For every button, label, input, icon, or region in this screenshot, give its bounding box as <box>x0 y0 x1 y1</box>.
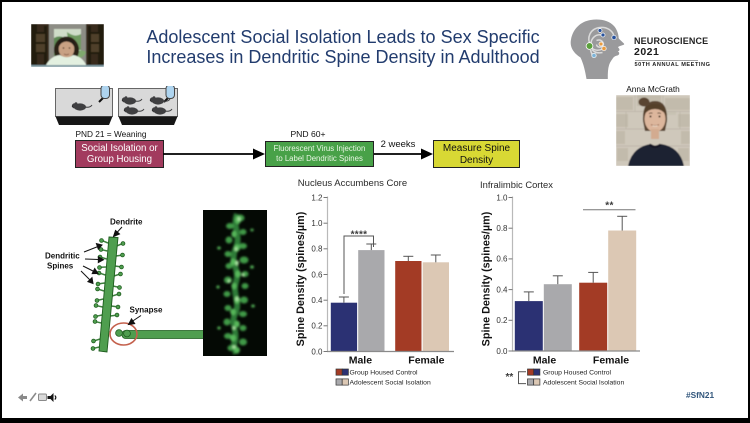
svg-text:Male: Male <box>349 354 373 366</box>
svg-text:Dendritic: Dendritic <box>45 252 80 261</box>
svg-text:****: **** <box>351 230 368 241</box>
svg-text:Group Housed Control: Group Housed Control <box>350 369 418 376</box>
svg-text:1.2: 1.2 <box>311 193 323 202</box>
svg-text:0.2: 0.2 <box>496 316 508 325</box>
svg-text:Nucleus Accumbens Core: Nucleus Accumbens Core <box>298 178 407 189</box>
svg-text:Male: Male <box>533 354 557 366</box>
svg-text:**: ** <box>506 372 514 383</box>
svg-text:Female: Female <box>593 354 629 366</box>
svg-text:0.2: 0.2 <box>311 322 323 331</box>
svg-text:0.4: 0.4 <box>496 285 508 294</box>
svg-text:Female: Female <box>408 354 444 366</box>
svg-text:0.0: 0.0 <box>496 347 508 356</box>
svg-text:Dendrite: Dendrite <box>110 218 143 227</box>
svg-text:Adolescent Social Isolation: Adolescent Social Isolation <box>543 379 624 386</box>
svg-text:1.0: 1.0 <box>311 219 323 228</box>
svg-text:0.0: 0.0 <box>311 347 323 356</box>
svg-text:0.8: 0.8 <box>311 245 323 254</box>
svg-text:Spine Density (spines/µm): Spine Density (spines/µm) <box>295 211 307 346</box>
svg-text:Adolescent Social Isolation: Adolescent Social Isolation <box>350 379 431 386</box>
svg-text:0.6: 0.6 <box>496 255 508 264</box>
svg-text:0.4: 0.4 <box>311 296 323 305</box>
svg-text:1.0: 1.0 <box>496 193 508 202</box>
svg-text:Spine Density (spines/µm): Spine Density (spines/µm) <box>480 211 492 346</box>
svg-text:Group Housed Control: Group Housed Control <box>543 369 611 376</box>
svg-text:0.8: 0.8 <box>496 224 508 233</box>
svg-text:Infralimbic Cortex: Infralimbic Cortex <box>480 179 553 190</box>
svg-text:**: ** <box>605 201 613 212</box>
svg-text:Spines: Spines <box>47 262 74 271</box>
svg-text:Synapse: Synapse <box>130 306 163 315</box>
svg-text:0.6: 0.6 <box>311 270 323 279</box>
